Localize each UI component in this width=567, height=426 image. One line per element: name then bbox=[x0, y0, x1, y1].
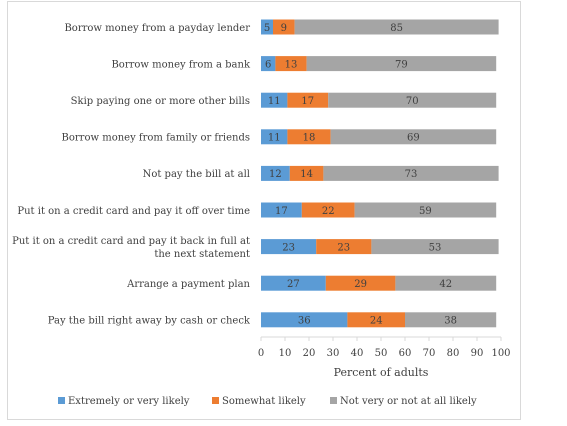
x-tick-label: 60 bbox=[399, 348, 412, 359]
category-label: Arrange a payment plan bbox=[126, 279, 250, 290]
bar-segment-3-row-7 bbox=[371, 239, 499, 255]
legend-label-1: Extremely or very likely bbox=[68, 396, 190, 407]
x-tick-label: 50 bbox=[375, 348, 388, 359]
data-label: 38 bbox=[444, 316, 457, 327]
bar-segment-3-row-2 bbox=[306, 56, 497, 72]
bar-segment-3-row-3 bbox=[328, 92, 497, 108]
x-tick-label: 20 bbox=[303, 348, 316, 359]
legend-swatch-2 bbox=[212, 397, 219, 404]
data-label: 23 bbox=[337, 242, 350, 253]
x-axis-title: Percent of adults bbox=[334, 366, 429, 379]
data-label: 42 bbox=[439, 279, 452, 290]
data-label: 11 bbox=[268, 133, 281, 144]
data-label: 27 bbox=[287, 279, 300, 290]
bar-segment-2-row-5 bbox=[289, 165, 324, 181]
bar-segment-2-row-6 bbox=[301, 202, 355, 218]
data-label: 29 bbox=[354, 279, 367, 290]
bar-segment-2-row-8 bbox=[325, 275, 396, 291]
bar-segment-2-row-3 bbox=[287, 92, 329, 108]
bar-segment-1-row-4 bbox=[261, 129, 288, 145]
bar-segment-2-row-2 bbox=[275, 56, 307, 72]
data-label: 17 bbox=[275, 206, 288, 217]
data-label: 5 bbox=[264, 23, 270, 34]
data-label: 6 bbox=[265, 59, 271, 70]
data-label: 17 bbox=[301, 96, 314, 107]
data-label: 70 bbox=[406, 96, 419, 107]
data-label: 53 bbox=[429, 242, 442, 253]
bar-segment-3-row-8 bbox=[395, 275, 497, 291]
category-label: Borrow money from family or friends bbox=[62, 133, 250, 144]
legend-label-3: Not very or not at all likely bbox=[340, 396, 477, 407]
data-label: 73 bbox=[405, 169, 418, 180]
bar-segment-2-row-1 bbox=[273, 19, 295, 35]
x-tick-label: 0 bbox=[258, 348, 264, 359]
data-label: 18 bbox=[303, 133, 316, 144]
data-label: 23 bbox=[282, 242, 295, 253]
bar-segment-1-row-6 bbox=[261, 202, 302, 218]
bar-segment-3-row-4 bbox=[330, 129, 497, 145]
x-tick-label: 30 bbox=[327, 348, 340, 359]
legend-swatch-3 bbox=[330, 397, 337, 404]
data-label: 9 bbox=[281, 23, 287, 34]
bar-segment-3-row-5 bbox=[323, 165, 499, 181]
category-label: Not pay the bill at all bbox=[143, 169, 250, 180]
data-label: 11 bbox=[268, 96, 281, 107]
bar-segment-1-row-3 bbox=[261, 92, 288, 108]
bar-segment-1-row-8 bbox=[261, 275, 326, 291]
category-label: Borrow money from a bank bbox=[111, 59, 250, 70]
bar-segment-1-row-1 bbox=[261, 19, 273, 35]
bar-segment-1-row-7 bbox=[261, 239, 317, 255]
bar-segment-2-row-4 bbox=[287, 129, 331, 145]
bar-segment-2-row-9 bbox=[347, 312, 405, 328]
x-tick-label: 10 bbox=[279, 348, 292, 359]
x-tick-label: 100 bbox=[491, 348, 510, 359]
bar-segment-2-row-7 bbox=[316, 239, 372, 255]
category-label: Put it on a credit card and pay it back … bbox=[12, 236, 250, 247]
category-label: Put it on a credit card and pay it off o… bbox=[17, 206, 250, 217]
legend-label-2: Somewhat likely bbox=[222, 396, 306, 407]
bar-segment-1-row-5 bbox=[261, 165, 290, 181]
bar-segment-3-row-9 bbox=[405, 312, 497, 328]
category-label: the next statement bbox=[154, 249, 250, 260]
category-label: Borrow money from a payday lender bbox=[64, 23, 250, 34]
x-tick-label: 90 bbox=[471, 348, 484, 359]
legend-swatch-1 bbox=[58, 397, 65, 404]
data-label: 59 bbox=[419, 206, 432, 217]
bar-segment-1-row-2 bbox=[261, 56, 276, 72]
data-label: 85 bbox=[390, 23, 403, 34]
data-label: 13 bbox=[285, 59, 298, 70]
category-label: Skip paying one or more other bills bbox=[71, 96, 250, 107]
data-label: 69 bbox=[407, 133, 420, 144]
data-label: 22 bbox=[322, 206, 335, 217]
data-label: 36 bbox=[298, 316, 311, 327]
data-label: 14 bbox=[300, 169, 313, 180]
x-tick-label: 40 bbox=[351, 348, 364, 359]
x-tick-label: 80 bbox=[447, 348, 460, 359]
category-label: Pay the bill right away by cash or check bbox=[48, 316, 251, 327]
data-label: 79 bbox=[395, 59, 408, 70]
data-label: 12 bbox=[269, 169, 282, 180]
bar-segment-3-row-6 bbox=[354, 202, 497, 218]
bar-segment-1-row-9 bbox=[261, 312, 348, 328]
bar-segment-3-row-1 bbox=[294, 19, 499, 35]
x-tick-label: 70 bbox=[423, 348, 436, 359]
data-label: 24 bbox=[370, 316, 383, 327]
